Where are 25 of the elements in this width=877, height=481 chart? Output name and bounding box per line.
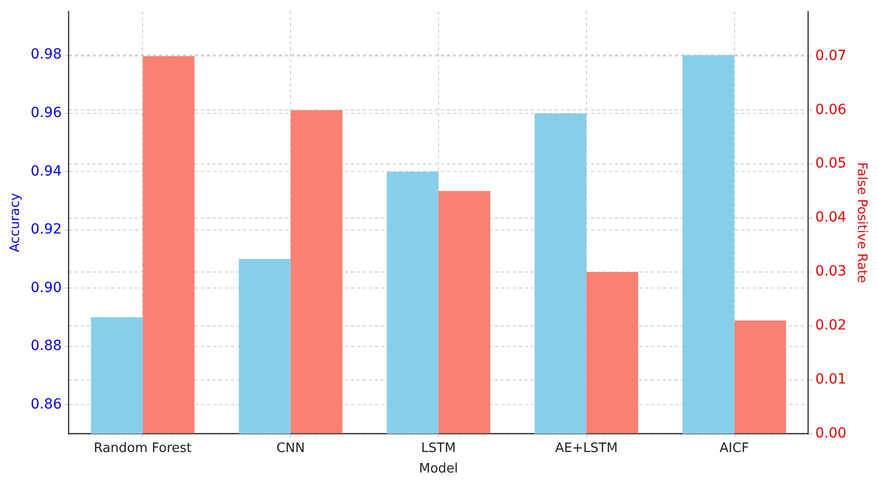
x-tick-label: Random Forest <box>94 440 192 456</box>
y-axis-title: Accuracy <box>8 192 24 252</box>
y-tick-label: 0.96 <box>30 105 62 121</box>
x-tick-label: AICF <box>720 440 749 456</box>
y2-tick-label: 0.05 <box>815 156 846 172</box>
x-tick-label: CNN <box>276 440 305 456</box>
x-axis-title: Model <box>418 462 458 477</box>
y2-tick-label: 0.06 <box>815 102 846 118</box>
y2-tick-label: 0.04 <box>815 210 846 226</box>
y2-tick-label: 0.00 <box>815 425 846 442</box>
x-tick-label: LSTM <box>421 440 456 456</box>
y-tick-label: 0.86 <box>30 396 62 412</box>
y2-tick-label: 0.03 <box>815 264 846 280</box>
bar <box>734 320 786 434</box>
y-tick-label: 0.94 <box>30 163 62 180</box>
y2-tick-label: 0.07 <box>815 48 846 64</box>
y-tick-label: 0.92 <box>30 222 62 238</box>
y-tick-label: 0.98 <box>30 46 62 63</box>
y-tick-label: 0.90 <box>30 280 62 296</box>
y2-tick-label: 0.01 <box>815 371 846 388</box>
bar <box>142 56 194 434</box>
x-tick-label: AE+LSTM <box>555 440 618 456</box>
y-tick-label: 0.88 <box>30 338 62 354</box>
y2-axis-title: False Positive Rate <box>854 162 869 284</box>
y2-tick-label: 0.02 <box>815 318 846 334</box>
